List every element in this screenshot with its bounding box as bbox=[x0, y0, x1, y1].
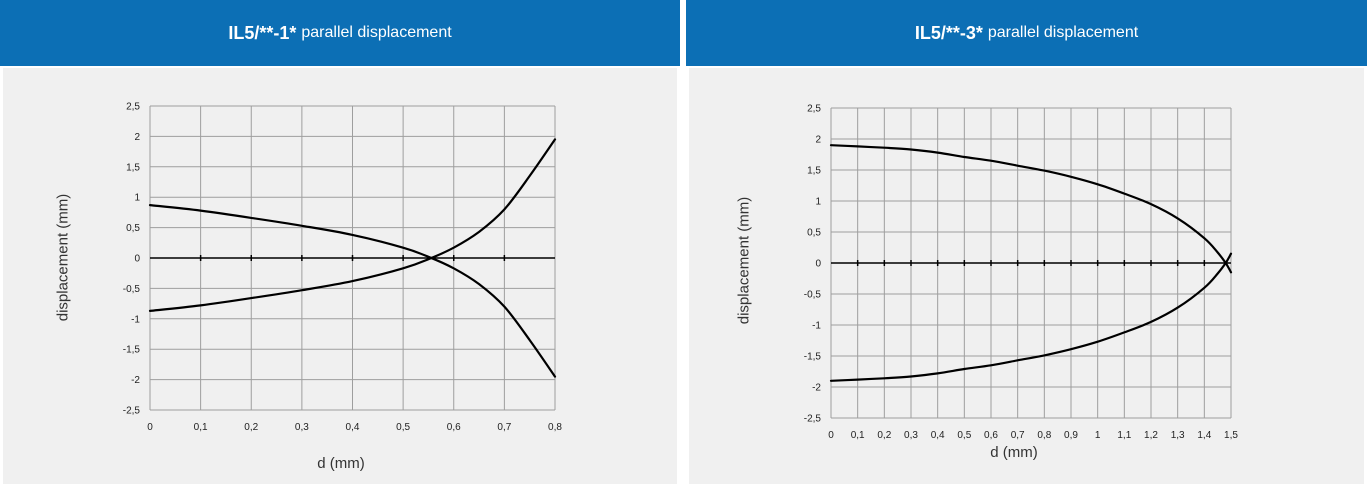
x-tick-label: 0,6 bbox=[447, 422, 461, 433]
series-line-2 bbox=[148, 138, 557, 312]
x-tick-label: 0 bbox=[828, 430, 834, 441]
x-tick-label: 0,2 bbox=[877, 430, 891, 441]
y-tick-label: -0,5 bbox=[123, 284, 141, 295]
y-tick-label: -0,5 bbox=[804, 290, 822, 301]
y-tick-label: 0 bbox=[134, 254, 140, 265]
x-tick-label: 0,7 bbox=[497, 422, 511, 433]
x-tick-label: 0,7 bbox=[1011, 430, 1025, 441]
y-tick-label: 1,5 bbox=[126, 162, 140, 173]
x-tick-label: 0,9 bbox=[1064, 430, 1078, 441]
x-tick-label: 0,3 bbox=[904, 430, 918, 441]
chart-panel-2: IL5/**-3* parallel displacement displace… bbox=[686, 0, 1367, 486]
chart-header-1: IL5/**-1* parallel displacement bbox=[0, 0, 680, 66]
x-tick-label: 1,5 bbox=[1224, 430, 1238, 441]
y-tick-label: 1 bbox=[134, 193, 140, 204]
y-tick-label: 0,5 bbox=[807, 228, 821, 239]
chart-title-text-1: parallel displacement bbox=[301, 24, 452, 41]
x-axis-label-1: d (mm) bbox=[317, 455, 365, 472]
x-tick-label: 0,5 bbox=[396, 422, 410, 433]
x-tick-label: 1,3 bbox=[1171, 430, 1185, 441]
y-tick-label: -1 bbox=[131, 314, 140, 325]
x-tick-label: 0,8 bbox=[1037, 430, 1051, 441]
y-tick-label: 2,5 bbox=[126, 102, 140, 113]
x-tick-label: 0,2 bbox=[244, 422, 258, 433]
chart-header-2: IL5/**-3* parallel displacement bbox=[686, 0, 1367, 66]
y-tick-label: 1,5 bbox=[807, 166, 821, 177]
x-tick-label: 0,6 bbox=[984, 430, 998, 441]
y-tick-label: -1 bbox=[812, 321, 821, 332]
y-tick-label: 2 bbox=[815, 135, 821, 146]
line-chart-2: 0 0,1 0,2 0,3 0,4 0,5 0,6 0,7 0,8 0,9 1 1,1 1,2 1,3 1,… bbox=[804, 104, 1239, 442]
x-tick-label: 0,5 bbox=[957, 430, 971, 441]
chart-title-model-1: IL5/**-1* bbox=[228, 22, 297, 43]
y-tick-label: -1,5 bbox=[123, 345, 141, 356]
plot-background-2 bbox=[689, 68, 1364, 484]
y-tick-label: -1,5 bbox=[804, 352, 822, 363]
series-line-1 bbox=[829, 144, 1233, 274]
series-line-1 bbox=[148, 204, 557, 378]
x-axis-label-2: d (mm) bbox=[990, 444, 1038, 461]
x-tick-label: 1,2 bbox=[1144, 430, 1158, 441]
x-tick-label: 0,1 bbox=[194, 422, 208, 433]
y-tick-label: -2,5 bbox=[123, 406, 141, 417]
x-tick-label: 0,1 bbox=[851, 430, 865, 441]
y-tick-label: 0,5 bbox=[126, 223, 140, 234]
plot-background-1 bbox=[3, 68, 677, 484]
x-tick-label: 0,8 bbox=[548, 422, 562, 433]
y-tick-label: 2 bbox=[134, 132, 140, 143]
line-chart-1: 0 0,1 0,2 0,3 0,4 0,5 0,6 0,7 0,8 2,5 2 1,5 1 0,5 0 -0,… bbox=[123, 102, 563, 434]
x-tick-label: 0,4 bbox=[346, 422, 360, 433]
chart-title-text-2: parallel displacement bbox=[987, 24, 1139, 41]
x-tick-label: 1 bbox=[1095, 430, 1101, 441]
y-tick-label: 1 bbox=[815, 197, 821, 208]
y-tick-label: 2,5 bbox=[807, 104, 821, 115]
x-tick-label: 1,4 bbox=[1197, 430, 1211, 441]
x-tick-label: 0,3 bbox=[295, 422, 309, 433]
x-tick-label: 1,1 bbox=[1117, 430, 1131, 441]
chart-panel-1: IL5/**-1* parallel displacement displace… bbox=[0, 0, 680, 486]
x-tick-label: 0,4 bbox=[931, 430, 945, 441]
series-line-2 bbox=[829, 252, 1233, 382]
y-tick-label: 0 bbox=[815, 259, 821, 270]
x-tick-label: 0 bbox=[147, 422, 153, 433]
y-tick-label: -2 bbox=[812, 383, 821, 394]
y-tick-label: -2 bbox=[131, 375, 140, 386]
chart-title-model-2: IL5/**-3* bbox=[914, 22, 983, 43]
y-tick-label: -2,5 bbox=[804, 414, 822, 425]
